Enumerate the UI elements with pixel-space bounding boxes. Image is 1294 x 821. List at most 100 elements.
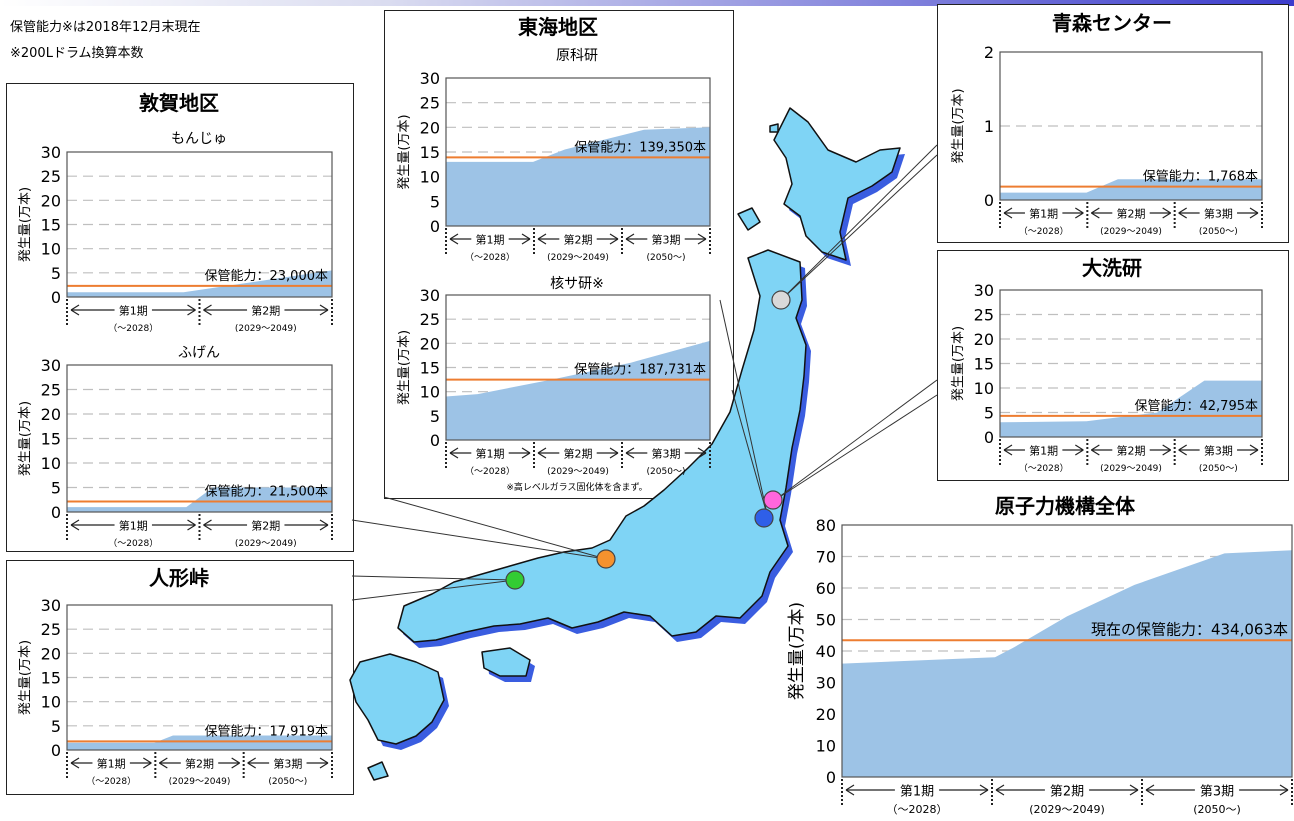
total-ytick-label: 20 [816, 705, 836, 724]
ningyo-plot-frame [66, 604, 333, 751]
oarai-plot-frame [999, 289, 1263, 438]
ningyo-period-name: 第1期 [97, 757, 126, 771]
ningyo-period-label-bg [92, 755, 130, 771]
oarai-period-name: 第1期 [1029, 444, 1058, 458]
fugen-period-name: 第2期 [251, 519, 280, 533]
tsuruga-panel [6, 83, 354, 552]
monju-ytick-label: 15 [41, 216, 61, 235]
tokai-site-marker [754, 508, 774, 528]
genkaken-ytick-label: 0 [430, 217, 440, 236]
aomori-period-name: 第3期 [1204, 207, 1233, 221]
kakusaken-period-label-bg [647, 445, 685, 461]
monju-period-arrowhead [70, 304, 80, 316]
fugen-period-label-bg [247, 517, 285, 533]
monju-ytick-label: 25 [41, 167, 61, 186]
oarai-area [1000, 380, 1262, 437]
kakusaken-period-arrowhead [697, 447, 707, 459]
ningyo-ytick-label: 30 [41, 596, 61, 615]
aomori-period-label-bg [1199, 205, 1238, 221]
ningyo-period-range: （～2028） [86, 776, 136, 787]
ningyo-period-name: 第2期 [185, 757, 214, 771]
monju-period-arrowhead [187, 304, 196, 316]
kakusaken-period-name: 第3期 [652, 447, 681, 461]
monju-ytick-label: 10 [41, 240, 61, 259]
oarai-ylabel: 発生量(万本) [951, 326, 966, 401]
genkaken-period-name: 第3期 [652, 233, 681, 247]
total-period-range: (2029～2049) [1029, 803, 1105, 816]
monju-ytick-label: 5 [51, 264, 61, 283]
genkaken-period-arrowhead [625, 233, 635, 245]
genkaken-period-arrowhead [521, 233, 531, 245]
oarai-ytick-label: 30 [974, 281, 994, 300]
fugen-period-arrowhead [187, 519, 196, 531]
fugen-ytick-label: 5 [51, 479, 61, 498]
ningyo-period-arrowhead [143, 757, 152, 769]
aomori-period-label-bg [1112, 205, 1150, 221]
genkaken-period-range: （～2028） [465, 252, 515, 263]
total-period-arrowhead [1145, 784, 1155, 796]
aomori-ytick-label: 0 [984, 191, 994, 210]
genkaken-period-arrowhead [697, 233, 707, 245]
oarai-ytick-label: 5 [984, 404, 994, 423]
aomori-ylabel: 発生量(万本) [951, 88, 966, 163]
kakusaken-footnote: ※高レベルガラス固化体を含まず。 [506, 481, 647, 493]
fugen-ylabel: 発生量(万本) [18, 401, 33, 476]
fugen-period-arrowhead [203, 519, 212, 531]
fugen-period-name: 第1期 [119, 519, 148, 533]
kakusaken-ytick-label: 25 [420, 310, 440, 329]
aomori-period-arrowhead [1091, 207, 1100, 219]
ningyo-ytick-label: 20 [41, 644, 61, 663]
oarai-ytick-label: 20 [974, 330, 994, 349]
oarai-tokai-site-marker [763, 490, 783, 510]
total-ytick-label: 70 [816, 548, 836, 567]
kakusaken-period-range: （～2028） [465, 466, 515, 477]
monju-period-range: （～2028） [108, 323, 158, 334]
tsuruga-site-marker [596, 549, 616, 569]
monju-period-range: (2029～2049) [235, 324, 297, 334]
monju-capacity-label: 保管能力：23,000本 [205, 269, 329, 284]
ningyo-ytick-label: 5 [51, 717, 61, 736]
kakusaken-period-range: (2050～) [647, 467, 686, 477]
kakusaken-plot-frame [445, 294, 711, 441]
ningyo-period-name: 第3期 [273, 757, 302, 771]
aomori-period-name: 第1期 [1029, 207, 1058, 221]
kakusaken-chart: 保管能力：187,731本 0 5 10 15 20 25 30 発生量(万本) 第1期 （～202… [397, 286, 711, 477]
monju-period-arrowhead [319, 304, 329, 316]
aomori-period-range: (2050～) [1199, 227, 1238, 237]
total-period-name: 第2期 [1050, 785, 1084, 800]
kakusaken-ytick-label: 20 [420, 334, 440, 353]
japan-map [349, 107, 905, 781]
aomori-chart: 保管能力：1,768本 0 1 2 発生量(万本) 第1期 （～2028） 第2期 (2029～… [951, 43, 1263, 237]
genkaken-chart: 保管能力：139,350本 0 5 10 15 20 25 30 発生量(万本) 第1期 （～202… [397, 69, 711, 263]
genkaken-period-label-bg [471, 231, 509, 247]
fugen-period-arrowhead [319, 519, 329, 531]
monju-period-name: 第1期 [119, 304, 148, 318]
total-period-label-bg [894, 781, 940, 799]
ningyo-ylabel: 発生量(万本) [18, 640, 33, 715]
ningyo-period-label-bg [180, 755, 219, 771]
charts-root: 保管能力：23,000本 0 5 10 15 20 25 30 発生量(万本) 第1期 （～2028… [18, 43, 1293, 816]
total-region-title: 原子力機構全体 [995, 494, 1136, 518]
oarai-ytick-label: 25 [974, 306, 994, 325]
total-period-range: （～2028） [887, 803, 948, 816]
fugen-capacity-label: 保管能力：21,500本 [205, 484, 329, 499]
monju-subtitle: もんじゅ [171, 131, 227, 147]
fugen-ytick-label: 25 [41, 381, 61, 400]
oarai-period-label-bg [1024, 442, 1063, 458]
aomori-area [1000, 179, 1262, 200]
monju-area [67, 270, 332, 297]
fugen-ytick-label: 20 [41, 405, 61, 424]
oarai-period-arrowhead [1091, 444, 1100, 456]
monju-ylabel: 発生量(万本) [18, 187, 33, 262]
fugen-subtitle: ふげん [178, 345, 220, 361]
total-ylabel: 発生量(万本) [787, 602, 807, 700]
kakusaken-ytick-label: 10 [420, 383, 440, 402]
fugen-ytick-label: 0 [51, 503, 61, 522]
ningyo-period-range: (2050～) [268, 777, 307, 787]
monju-ytick-label: 30 [41, 143, 61, 162]
aomori-period-arrowhead [1249, 207, 1259, 219]
aomori-period-arrowhead [1075, 207, 1084, 219]
ningyo-period-arrowhead [70, 757, 80, 769]
genkaken-period-name: 第2期 [564, 233, 593, 247]
